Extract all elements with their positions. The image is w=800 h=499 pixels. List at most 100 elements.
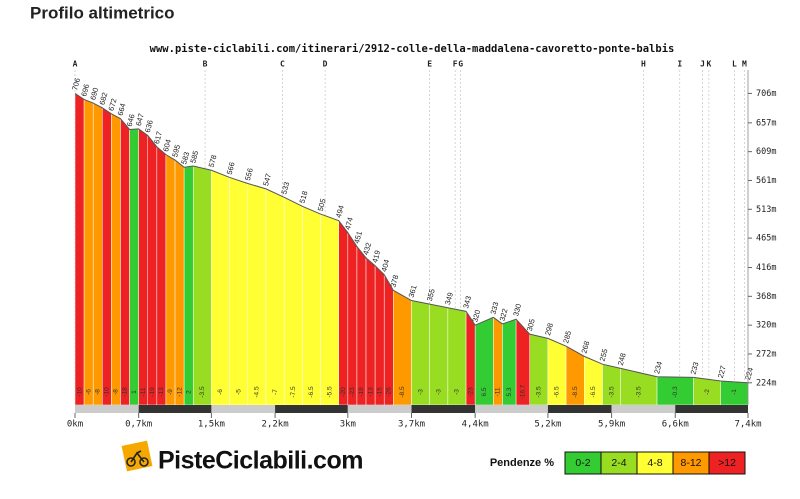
elevation-label: 646 [125,113,137,127]
elevation-label: 604 [161,138,173,152]
distance-band [275,405,348,413]
grade-label: -23 [349,387,356,397]
elevation-label: 298 [543,322,555,336]
elevation-label: 566 [225,161,237,175]
y-tick-label: 224m [756,378,776,388]
segment [174,159,185,406]
y-tick-label: 465m [756,234,776,244]
elevation-label: 451 [352,230,364,244]
distance-band [211,405,276,413]
y-tick-label: 272m [756,349,776,359]
elevation-label: 285 [561,330,573,344]
grade-label: -9 [167,389,174,395]
x-tick-label: 6,6km [662,420,689,430]
grade-label: -3 [454,389,461,395]
elevation-label: 227 [716,365,728,379]
segment [192,165,212,406]
waypoint-label: L [732,60,737,69]
elevation-label: 636 [143,119,155,133]
segment [74,92,85,406]
elevation-label: 419 [370,249,382,263]
legend-label: 0-2 [575,457,590,469]
grade-label: -5.5 [326,386,333,398]
grade-label: -20 [340,387,347,397]
elevation-label: 547 [261,172,273,186]
segment [347,231,358,406]
grade-label: 6.5 [481,387,488,396]
elevation-label: 556 [243,167,255,181]
grade-label: -23 [467,387,474,397]
waypoint-label: K [706,60,711,69]
elevation-label: 682 [97,91,109,105]
segment [265,188,285,406]
elevation-label: 361 [407,284,419,298]
grade-label: -11 [140,387,147,396]
legend-label: 4-8 [647,457,662,469]
elevation-label: 696 [79,83,91,97]
grade-label: -10 [76,387,83,397]
grade-label: -26 [385,387,392,397]
elevation-label: 268 [579,340,591,354]
distance-band [138,405,212,413]
y-tick-label: 368m [756,292,776,302]
segment [102,107,112,406]
elevation-label: 706 [70,77,82,91]
grade-label: -6.5 [590,386,597,398]
y-tick-label: 609m [756,147,776,157]
segment [211,169,230,406]
subtitle: www.piste-ciclabili.com/itinerari/2912-c… [150,43,675,55]
grade-label: -13 [367,387,374,397]
x-tick-label: 5,2km [534,420,561,430]
elevation-label: 320 [470,309,482,323]
segment [365,257,376,406]
elevation-label: 333 [489,301,501,315]
segment [147,134,158,406]
distance-band [675,405,748,413]
grade-label: -7 [272,389,279,395]
x-tick-label: 2,2km [262,420,289,430]
legend-label: 2-4 [611,457,626,469]
y-tick-label: 561m [756,176,776,186]
elevation-label: 533 [279,181,291,195]
elevation-label: 505 [316,198,328,212]
y-tick-label: 513m [756,205,776,215]
segment [356,245,367,406]
elevation-label: 355 [425,288,437,302]
grade-label: -4.5 [254,386,261,398]
distance-band [547,405,612,413]
elevation-label: 224 [743,366,755,380]
segment [183,165,194,406]
distance-band [611,405,676,413]
segment [320,213,339,406]
grade-label: -19 [149,387,156,397]
segment [302,205,321,406]
segment [92,102,103,406]
x-tick-label: 1,5km [198,420,225,430]
segment [120,117,130,406]
grade-label: -6 [85,389,92,395]
grade-label: -6.5 [308,386,315,398]
elevation-label: 585 [188,150,200,164]
elevation-label: 432 [361,242,373,256]
elevation-label: 255 [598,348,610,362]
y-tick-label: 320m [756,321,776,331]
grade-label: -7.5 [290,386,297,398]
elevation-label: 233 [689,361,701,375]
profile-line [74,92,749,384]
waypoint-label: J [700,60,705,69]
grade-label: -0.3 [672,386,679,398]
elevation-label: 330 [511,303,523,317]
grade-label: -8 [94,389,101,395]
grade-label: -19 [358,387,365,397]
waypoint-label: C [280,60,285,69]
logo-text: PisteCiclabili.com [158,447,363,475]
grade-label: -6 [217,389,224,395]
waypoint-label: F [453,60,458,69]
waypoint-label: E [427,60,432,69]
grade-label: -10 [104,387,111,397]
elevation-label: 647 [134,112,146,126]
x-tick-label: 0,7km [125,420,152,430]
segment [247,183,267,406]
y-tick-label: 416m [756,263,776,273]
